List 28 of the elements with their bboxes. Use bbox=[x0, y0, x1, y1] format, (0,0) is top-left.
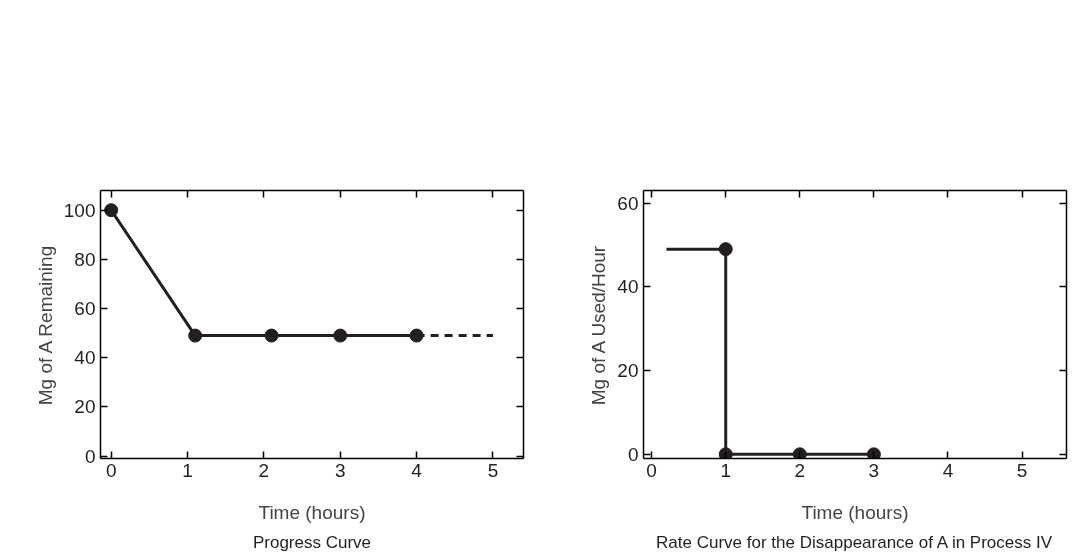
y-tick-label: 80 bbox=[74, 248, 96, 270]
y-tick-label: 60 bbox=[617, 192, 639, 214]
y-tick-label: 60 bbox=[74, 298, 96, 320]
y-axis-title: Mg of A Used/Hour bbox=[588, 245, 610, 406]
x-tick-label: 4 bbox=[411, 459, 423, 481]
x-axis-title: Time (hours) bbox=[258, 501, 366, 523]
y-tick-label: 40 bbox=[74, 347, 96, 369]
y-tick-label: 20 bbox=[617, 360, 639, 382]
x-tick-label: 3 bbox=[334, 459, 346, 481]
y-tick-label: 0 bbox=[84, 445, 96, 467]
y-tick-label: 0 bbox=[627, 443, 639, 465]
y-tick-label: 100 bbox=[63, 199, 96, 221]
y-axis-title: Mg of A Remaining bbox=[34, 245, 56, 406]
x-tick-label: 5 bbox=[1016, 459, 1028, 481]
x-axis-title: Time (hours) bbox=[801, 501, 909, 523]
x-tick-label: 5 bbox=[487, 459, 499, 481]
y-tick-label: 40 bbox=[617, 276, 639, 298]
x-tick-label: 1 bbox=[182, 459, 193, 481]
x-tick-label: 1 bbox=[720, 459, 732, 481]
x-tick-label: 0 bbox=[105, 459, 117, 481]
text: Progress Curve bbox=[252, 532, 372, 552]
y-tick-label: 20 bbox=[74, 396, 96, 418]
text: Rate Curve for the Disappearance of A in Process IV bbox=[656, 532, 1053, 552]
x-tick-label: 4 bbox=[942, 459, 954, 481]
x-tick-label: 0 bbox=[646, 459, 657, 481]
x-tick-label: 3 bbox=[868, 459, 880, 481]
x-tick-label: 2 bbox=[794, 459, 806, 481]
x-tick-label: 2 bbox=[258, 459, 270, 481]
